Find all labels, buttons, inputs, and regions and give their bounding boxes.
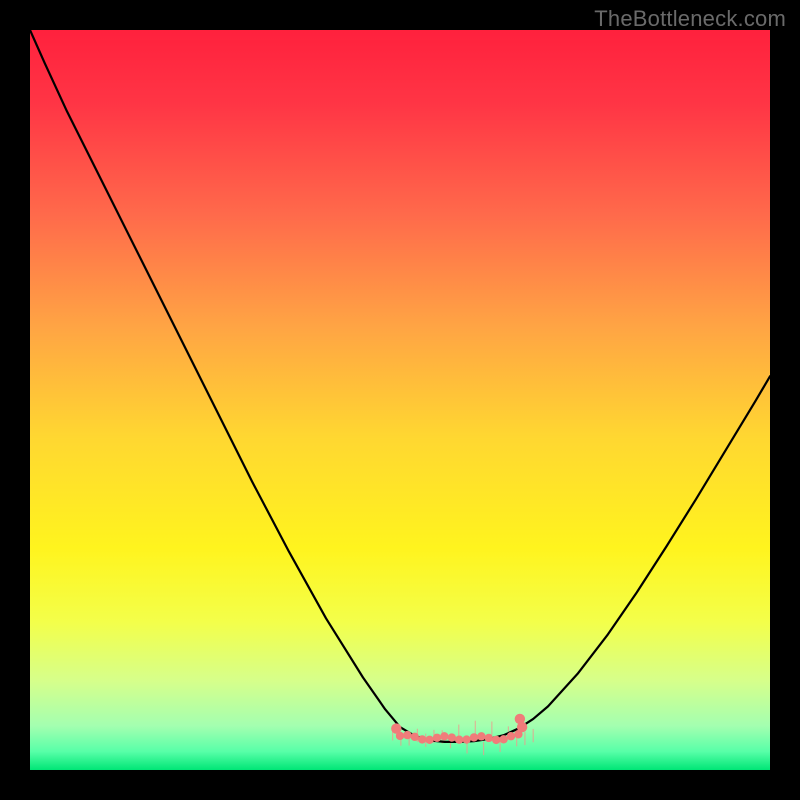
plot-area	[30, 30, 770, 770]
chart-svg	[30, 30, 770, 770]
gradient-background	[30, 30, 770, 770]
chart-container: TheBottleneck.com	[0, 0, 800, 800]
watermark-text: TheBottleneck.com	[594, 6, 786, 32]
